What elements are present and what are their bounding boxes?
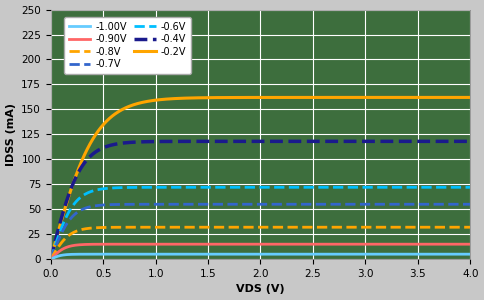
-0.8V <box>407 225 412 229</box>
-0.8V <box>295 225 301 229</box>
-1.00V <box>329 252 334 256</box>
-0.2V <box>363 96 369 99</box>
-0.4V <box>156 140 162 143</box>
-0.4V <box>328 140 334 143</box>
-1.00V <box>48 257 54 261</box>
-0.4V <box>295 140 301 143</box>
-0.7V <box>48 257 54 261</box>
X-axis label: VDS (V): VDS (V) <box>236 284 285 294</box>
-0.6V <box>467 185 473 189</box>
-0.4V <box>238 140 243 143</box>
-0.7V <box>122 202 128 206</box>
-0.6V <box>462 185 468 189</box>
-0.8V <box>363 225 369 229</box>
-0.4V <box>48 257 54 261</box>
-0.8V <box>467 225 473 229</box>
-1.00V <box>238 252 243 256</box>
-0.6V <box>363 185 369 189</box>
Line: -0.7V: -0.7V <box>51 204 470 259</box>
-0.90V <box>295 242 301 246</box>
-0.2V <box>122 106 128 110</box>
-0.90V <box>467 242 473 246</box>
Line: -0.6V: -0.6V <box>51 187 470 259</box>
-0.7V <box>156 202 162 206</box>
-0.90V <box>48 257 54 261</box>
-1.00V <box>122 252 128 256</box>
-0.2V <box>238 96 243 99</box>
Y-axis label: IDSS (mA): IDSS (mA) <box>5 103 15 166</box>
-0.7V <box>467 202 473 206</box>
-0.2V <box>156 98 162 102</box>
-0.6V <box>328 185 334 189</box>
-0.8V <box>328 225 334 229</box>
-0.8V <box>122 225 128 229</box>
-0.4V <box>363 140 369 143</box>
-0.90V <box>329 242 334 246</box>
-0.6V <box>238 185 243 189</box>
-1.00V <box>364 252 370 256</box>
Line: -0.4V: -0.4V <box>51 141 470 259</box>
-0.6V <box>156 185 162 189</box>
-0.90V <box>327 242 333 246</box>
-0.6V <box>48 257 54 261</box>
-1.00V <box>296 252 302 256</box>
-0.8V <box>48 257 54 261</box>
-0.7V <box>363 202 369 206</box>
-0.4V <box>122 141 128 145</box>
-0.90V <box>122 242 128 246</box>
Legend: -1.00V, -0.90V, -0.8V, -0.7V, -0.6V, -0.4V, -0.2V: -1.00V, -0.90V, -0.8V, -0.7V, -0.6V, -0.… <box>64 17 191 74</box>
Line: -0.2V: -0.2V <box>51 98 470 259</box>
-0.2V <box>295 96 301 99</box>
-0.90V <box>364 242 370 246</box>
-0.7V <box>295 202 301 206</box>
-0.6V <box>295 185 301 189</box>
-0.8V <box>156 225 162 229</box>
-0.2V <box>328 96 334 99</box>
Line: -1.00V: -1.00V <box>51 254 470 259</box>
-0.7V <box>238 202 243 206</box>
-0.7V <box>328 202 334 206</box>
-0.90V <box>156 242 162 246</box>
-1.00V <box>467 252 473 256</box>
-1.00V <box>156 252 162 256</box>
-0.7V <box>446 202 452 206</box>
Line: -0.8V: -0.8V <box>51 227 470 259</box>
-1.00V <box>247 252 253 256</box>
Line: -0.90V: -0.90V <box>51 244 470 259</box>
-0.4V <box>467 140 473 143</box>
-0.90V <box>238 242 243 246</box>
-0.8V <box>238 225 243 229</box>
-0.2V <box>467 96 473 99</box>
-0.2V <box>48 257 54 261</box>
-0.6V <box>122 186 128 189</box>
